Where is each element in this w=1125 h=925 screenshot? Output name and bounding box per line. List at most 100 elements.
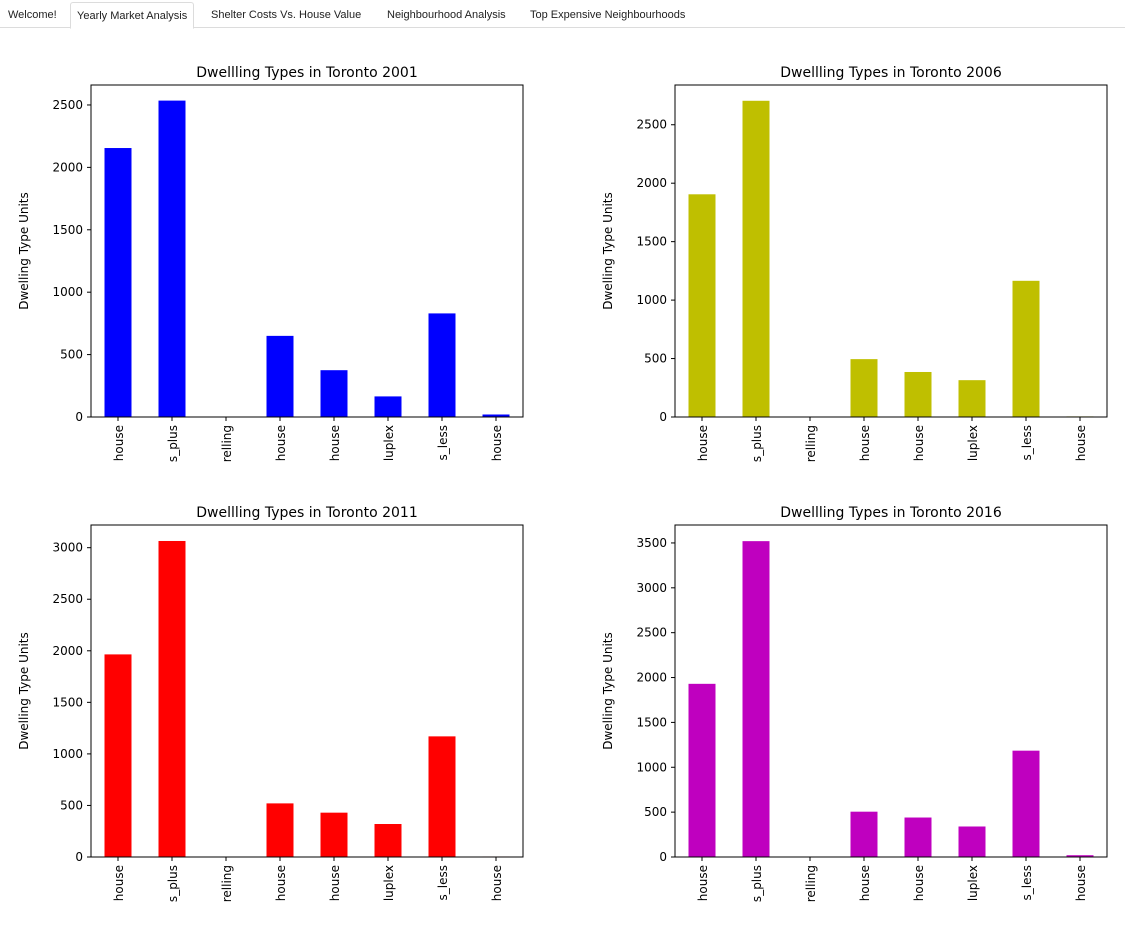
x-tick-label: s_less: [436, 865, 450, 900]
bar-7: [1066, 855, 1094, 857]
tab-neighbourhood-analysis[interactable]: Neighbourhood Analysis: [387, 9, 506, 21]
plot-frame: [90, 524, 524, 858]
y-tick-label: 1500: [636, 235, 667, 249]
x-tick-label: s_plus: [750, 865, 764, 902]
x-tick-label: house: [112, 865, 126, 901]
y-tick-label: 2000: [636, 176, 667, 190]
x-tick-label: relling: [220, 865, 234, 902]
x-tick-label: s_less: [1020, 425, 1034, 460]
x-tick-label: s_less: [436, 425, 450, 460]
chart-title: Dwellling Types in Toronto 2001: [196, 65, 417, 81]
x-tick-label: house: [696, 425, 710, 461]
bar-7: [482, 414, 510, 417]
x-tick-label: house: [696, 865, 710, 901]
x-tick-label: house: [274, 865, 288, 901]
y-tick-label: 2000: [636, 671, 667, 685]
bar-5: [374, 824, 402, 857]
chart-dwelling-2001: Dwellling Types in Toronto 2001 0 500 1000 1…: [17, 65, 524, 462]
y-tick-label: 500: [60, 348, 83, 362]
y-tick-label: 500: [60, 798, 83, 812]
bar-6: [1012, 280, 1040, 417]
x-tick-label: house: [912, 865, 926, 901]
x-tick-label: house: [490, 425, 504, 461]
chart-dwelling-2006: Dwellling Types in Toronto 2006 0 500 1000 1…: [601, 65, 1108, 462]
bar-1: [742, 541, 770, 857]
bar-0: [104, 148, 132, 417]
y-tick-label: 2500: [52, 98, 83, 112]
x-tick-label: luplex: [382, 865, 396, 901]
x-tick-label: house: [490, 865, 504, 901]
y-tick-label: 2000: [52, 644, 83, 658]
y-tick-label: 3000: [636, 581, 667, 595]
y-tick-label: 2500: [52, 592, 83, 606]
x-tick-label: house: [912, 425, 926, 461]
bar-6: [428, 736, 456, 857]
y-tick-label: 2500: [636, 118, 667, 132]
x-tick-label: relling: [804, 425, 818, 462]
y-axis-label: Dwelling Type Units: [17, 632, 31, 750]
x-tick-label: s_plus: [166, 865, 180, 902]
y-tick-label: 2000: [52, 160, 83, 174]
bar-6: [428, 313, 456, 417]
x-tick-label: house: [858, 425, 872, 461]
bar-0: [688, 194, 716, 417]
x-tick-label: house: [1074, 425, 1088, 461]
bar-3: [266, 335, 294, 417]
y-tick-label: 1000: [52, 747, 83, 761]
y-axis-label: Dwelling Type Units: [601, 632, 615, 750]
bar-4: [320, 370, 348, 417]
bar-3: [850, 359, 878, 417]
bar-4: [320, 812, 348, 857]
x-tick-label: house: [112, 425, 126, 461]
x-tick-label: house: [1074, 865, 1088, 901]
y-tick-label: 2500: [636, 626, 667, 640]
x-tick-label: relling: [220, 425, 234, 462]
x-tick-label: house: [858, 865, 872, 901]
bar-4: [904, 817, 932, 857]
chart-dwelling-2016: Dwellling Types in Toronto 2016 0 500 1000 1…: [601, 505, 1108, 902]
y-axis-label: Dwelling Type Units: [17, 192, 31, 310]
bar-1: [158, 100, 186, 417]
x-tick-label: s_less: [1020, 865, 1034, 900]
y-tick-label: 1000: [636, 760, 667, 774]
tab-shelter-costs-vs-house-value[interactable]: Shelter Costs Vs. House Value: [211, 9, 362, 21]
y-tick-label: 500: [644, 805, 667, 819]
bar-3: [850, 811, 878, 857]
x-tick-label: house: [328, 425, 342, 461]
y-tick-label: 1500: [636, 715, 667, 729]
plot-frame: [674, 524, 1108, 858]
chart-title: Dwellling Types in Toronto 2016: [780, 505, 1002, 521]
x-tick-label: luplex: [966, 425, 980, 461]
y-tick-label: 3000: [52, 541, 83, 555]
bar-5: [958, 380, 986, 417]
chart-title: Dwellling Types in Toronto 2011: [196, 505, 417, 521]
chart-dwelling-2011: Dwellling Types in Toronto 2011 0 500 1000 1…: [17, 505, 524, 902]
tab-welcome[interactable]: Welcome!: [8, 9, 57, 21]
x-tick-label: house: [274, 425, 288, 461]
x-tick-label: relling: [804, 865, 818, 902]
chart-title: Dwellling Types in Toronto 2006: [780, 65, 1002, 81]
bar-6: [1012, 750, 1040, 857]
bar-1: [158, 540, 186, 857]
y-tick-label: 0: [659, 410, 667, 424]
y-tick-label: 1500: [52, 223, 83, 237]
plot-frame: [90, 84, 524, 418]
x-tick-label: house: [328, 865, 342, 901]
bar-0: [104, 654, 132, 857]
bar-5: [374, 396, 402, 417]
y-tick-label: 3500: [636, 536, 667, 550]
y-tick-label: 1000: [52, 285, 83, 299]
y-tick-label: 1500: [52, 695, 83, 709]
plot-frame: [674, 84, 1108, 418]
bar-5: [958, 826, 986, 857]
bar-4: [904, 371, 932, 417]
y-axis-label: Dwelling Type Units: [601, 192, 615, 310]
tab-bar: Welcome! Yearly Market Analysis Shelter …: [0, 0, 1125, 29]
tab-yearly-market-analysis[interactable]: Yearly Market Analysis: [70, 2, 195, 29]
tab-top-expensive-neighbourhoods[interactable]: Top Expensive Neighbourhoods: [530, 9, 686, 21]
bar-3: [266, 803, 294, 857]
y-tick-label: 1000: [636, 293, 667, 307]
x-tick-label: s_plus: [750, 425, 764, 462]
y-tick-label: 0: [659, 850, 667, 864]
y-tick-label: 0: [75, 410, 83, 424]
